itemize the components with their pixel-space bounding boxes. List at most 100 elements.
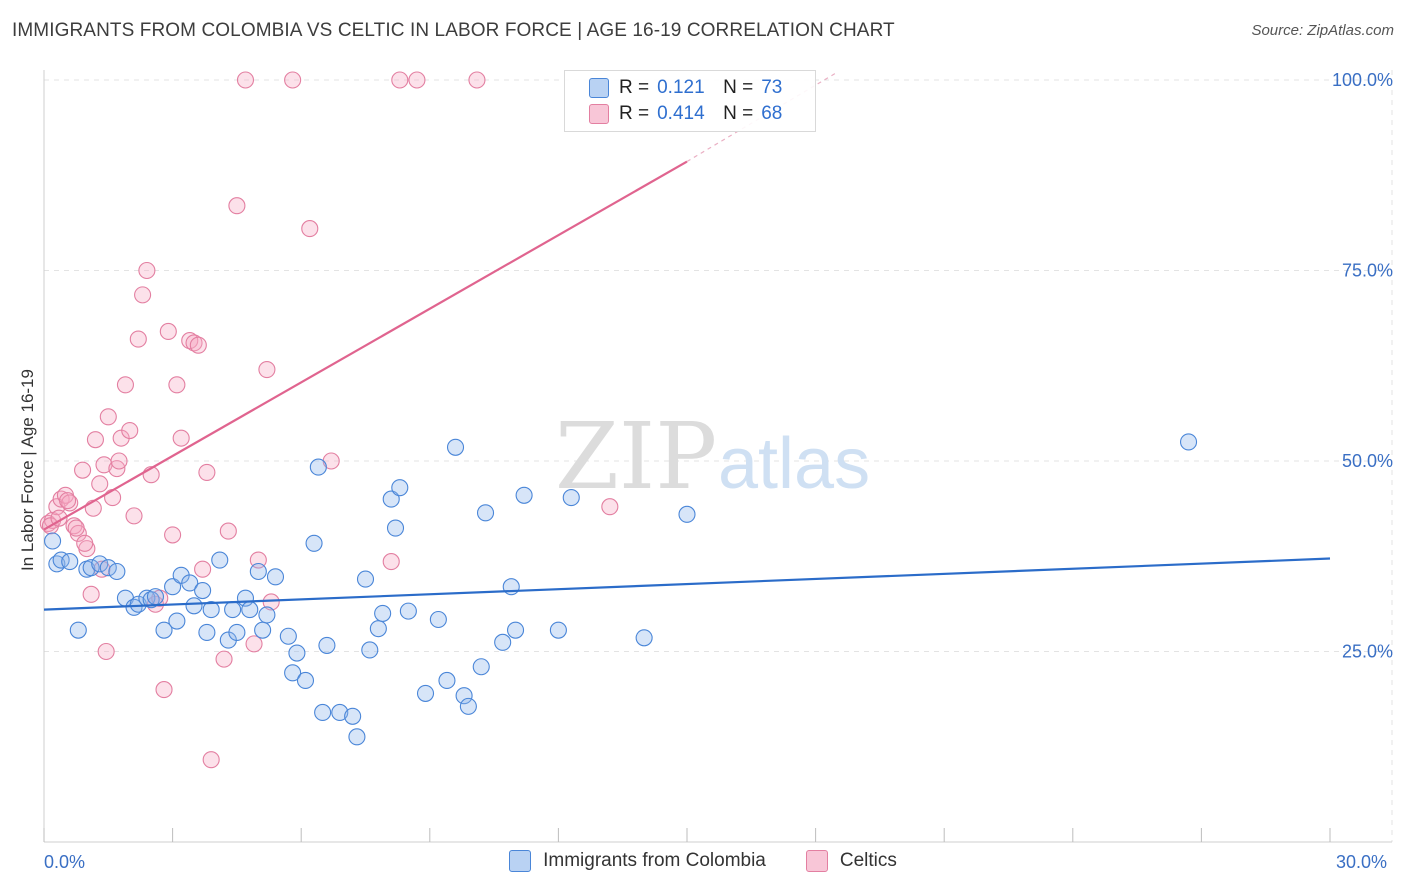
colombia-point xyxy=(198,623,216,642)
colombia-point xyxy=(472,658,490,676)
celtics-point xyxy=(168,376,186,394)
colombia-point xyxy=(549,621,567,639)
y-tick-label-50: 50.0% xyxy=(1342,451,1393,471)
colombia-point xyxy=(331,703,349,722)
colombia-point xyxy=(344,707,362,725)
colombia-point xyxy=(211,551,229,569)
colombia-point xyxy=(108,562,126,581)
colombia-point xyxy=(446,438,465,456)
celtics-point xyxy=(104,489,122,507)
x-tick-max: 30.0% xyxy=(1336,852,1388,872)
colombia-point xyxy=(506,621,525,639)
colombia-point xyxy=(279,627,297,645)
series-legend: Immigrants from Colombia Celtics xyxy=(0,850,1406,872)
celtics-point xyxy=(116,376,134,394)
celtics-point xyxy=(97,642,115,661)
colombia-point xyxy=(476,504,495,522)
legend-n-value: 68 xyxy=(761,103,783,124)
colombia-point xyxy=(416,684,435,702)
celtics-point xyxy=(172,429,190,447)
celtics-point xyxy=(74,461,92,479)
stats-legend: R = 0.121 N = 73 R = 0.414 N = 68 xyxy=(564,70,816,132)
celtics-point xyxy=(382,553,400,571)
celtics-point xyxy=(99,408,117,426)
colombia-point xyxy=(399,602,417,620)
celtics-point xyxy=(301,220,319,238)
colombia-point xyxy=(318,636,336,654)
celtics-point xyxy=(408,71,426,89)
colombia-point xyxy=(288,644,306,662)
colombia-point xyxy=(99,559,117,577)
axes xyxy=(43,70,1392,843)
celtics-point xyxy=(228,197,246,215)
colombia-point xyxy=(382,490,400,508)
watermark: ZIP atlas xyxy=(555,403,870,510)
celtics-point xyxy=(110,452,128,470)
legend-r-label: R = xyxy=(619,103,650,124)
colombia-point xyxy=(91,555,109,573)
legend-row-celtics: R = 0.414 N = 68 xyxy=(589,101,782,127)
legend-n-label: N = xyxy=(723,77,754,98)
colombia-point xyxy=(429,610,447,629)
celtics-point xyxy=(67,519,85,537)
celtics-point xyxy=(284,71,302,89)
colombia-point xyxy=(455,687,473,705)
colombia-point xyxy=(146,588,165,606)
colombia-point xyxy=(515,486,533,504)
celtics-point xyxy=(134,286,152,304)
trend-lines xyxy=(43,71,1331,611)
celtics-point xyxy=(202,751,220,769)
celtics-point xyxy=(82,585,100,603)
colombia-point xyxy=(52,551,70,569)
colombia-point xyxy=(305,534,323,552)
colombia-point xyxy=(309,458,327,476)
celtics-point xyxy=(129,330,147,348)
colombia-point xyxy=(44,532,62,550)
celtics-point xyxy=(59,492,77,510)
celtics-point xyxy=(91,475,109,493)
celtics-point xyxy=(245,635,263,653)
watermark-zip: ZIP xyxy=(555,403,717,510)
colombia-point xyxy=(348,728,366,746)
colombia-point xyxy=(438,671,456,690)
y-tick-label-75: 75.0% xyxy=(1342,261,1393,281)
legend-n-label: N = xyxy=(723,103,754,124)
series-label-celtics: Celtics xyxy=(839,850,897,871)
colombia-point xyxy=(61,553,79,571)
colombia-point xyxy=(224,601,242,619)
celtics-point xyxy=(159,322,177,341)
colombia-point xyxy=(258,606,276,624)
colombia-point xyxy=(228,623,246,642)
colombia-points xyxy=(44,433,1198,746)
colombia-point xyxy=(494,633,512,651)
series-legend-colombia[interactable]: Immigrants from Colombia xyxy=(509,850,766,872)
legend-r-label: R = xyxy=(619,77,650,98)
y-tick-label-25: 25.0% xyxy=(1342,642,1393,662)
colombia-point xyxy=(155,621,173,639)
colombia-point xyxy=(185,597,203,615)
watermark-atlas: atlas xyxy=(718,424,870,504)
legend-row-colombia: R = 0.121 N = 73 xyxy=(589,75,782,101)
colombia-point xyxy=(254,621,272,639)
celtics-point xyxy=(236,71,255,89)
celtics-point xyxy=(391,71,409,89)
legend-swatch-pink xyxy=(589,104,609,124)
celtics-point xyxy=(86,431,104,449)
celtics-point xyxy=(76,534,94,552)
colombia-point xyxy=(459,697,477,715)
colombia-point xyxy=(369,620,387,638)
colombia-point xyxy=(562,489,580,507)
colombia-point xyxy=(181,574,199,592)
celtics-point xyxy=(121,421,139,440)
celtics-point xyxy=(189,336,207,354)
colombia-point xyxy=(1179,433,1198,451)
gridlines xyxy=(44,70,1393,842)
colombia-point xyxy=(129,595,147,613)
colombia-point xyxy=(202,601,220,619)
colombia-point xyxy=(314,703,332,722)
celtics-trend-line xyxy=(43,160,688,531)
legend-r-value: 0.414 xyxy=(657,103,705,124)
series-legend-celtics[interactable]: Celtics xyxy=(805,850,897,872)
colombia-point xyxy=(266,568,285,586)
celtics-point xyxy=(215,650,233,668)
